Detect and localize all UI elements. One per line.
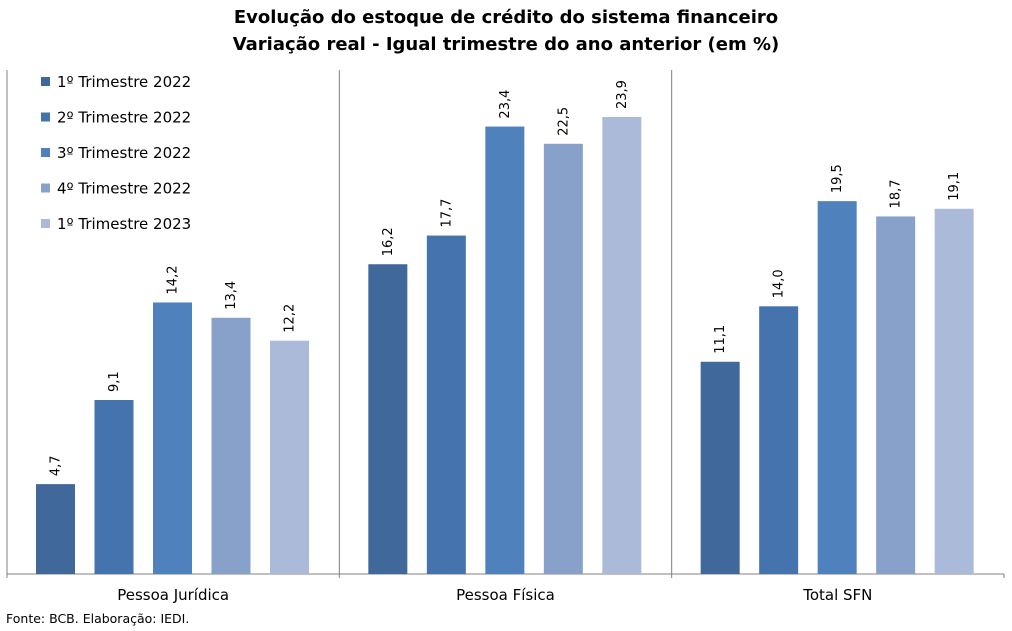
- data-label: 12,2: [283, 304, 298, 333]
- data-label: 4,7: [49, 455, 64, 476]
- legend-swatch: [41, 219, 50, 228]
- bar: [153, 302, 192, 574]
- data-label: 16,2: [381, 227, 396, 256]
- legend-label: 2º Trimestre 2022: [57, 109, 191, 127]
- data-label: 13,4: [224, 281, 239, 310]
- legend-label: 1º Trimestre 2023: [57, 215, 191, 233]
- legend-swatch: [41, 77, 50, 86]
- data-label: 18,7: [889, 179, 904, 208]
- data-label: 23,4: [498, 90, 513, 119]
- data-label: 14,2: [166, 266, 181, 295]
- bar: [700, 361, 740, 574]
- data-label: 9,1: [107, 371, 122, 392]
- legend-label: 4º Trimestre 2022: [57, 180, 191, 198]
- data-label: 11,1: [713, 325, 728, 354]
- bar: [426, 235, 466, 574]
- chart-title: Evolução do estoque de crédito do sistem…: [233, 7, 779, 28]
- bar: [876, 216, 916, 574]
- chart-subtitle: Variação real - Igual trimestre do ano a…: [232, 34, 780, 55]
- bar: [211, 317, 251, 574]
- bar: [36, 484, 75, 574]
- x-tick-label: Pessoa Jurídica: [117, 586, 229, 604]
- source-note: Fonte: BCB. Elaboração: IEDI.: [6, 611, 190, 626]
- data-label: 19,1: [947, 172, 962, 201]
- data-label: 23,9: [615, 80, 630, 109]
- bar: [543, 143, 583, 574]
- bar: [270, 340, 309, 574]
- legend-swatch: [41, 112, 50, 122]
- bar: [94, 399, 134, 574]
- data-label: 17,7: [439, 199, 454, 228]
- legend-swatch: [41, 148, 50, 157]
- data-label: 22,5: [556, 107, 571, 136]
- data-label: 19,5: [830, 164, 845, 193]
- x-tick-label: Total SFN: [802, 586, 872, 604]
- bar: [817, 201, 857, 574]
- bar: [485, 126, 525, 574]
- legend-label: 1º Trimestre 2022: [57, 73, 191, 91]
- bar: [602, 117, 642, 574]
- bar: [368, 264, 408, 574]
- bar: [934, 208, 974, 575]
- legend-swatch: [41, 183, 50, 193]
- bar: [759, 306, 799, 574]
- legend-label: 3º Trimestre 2022: [57, 144, 191, 162]
- data-label: 14,0: [772, 269, 787, 298]
- x-tick-label: Pessoa Física: [456, 586, 555, 604]
